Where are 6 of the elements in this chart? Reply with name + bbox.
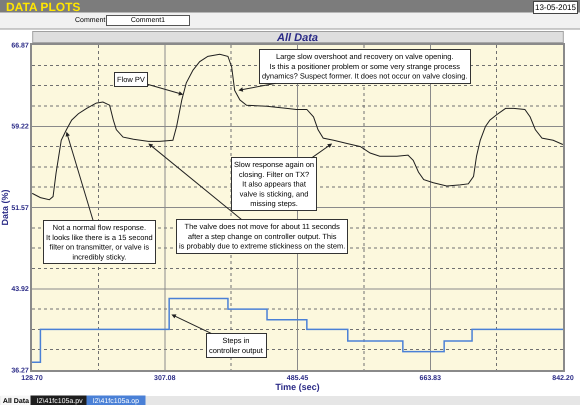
y-axis-title: Data (%) bbox=[0, 189, 10, 226]
chart-title: All Data bbox=[276, 32, 318, 44]
text: DATA PLOTS bbox=[6, 0, 80, 14]
x-axis-title: Time (sec) bbox=[275, 382, 320, 392]
line-series bbox=[32, 54, 563, 200]
text: 13-05-2015 bbox=[535, 3, 576, 12]
